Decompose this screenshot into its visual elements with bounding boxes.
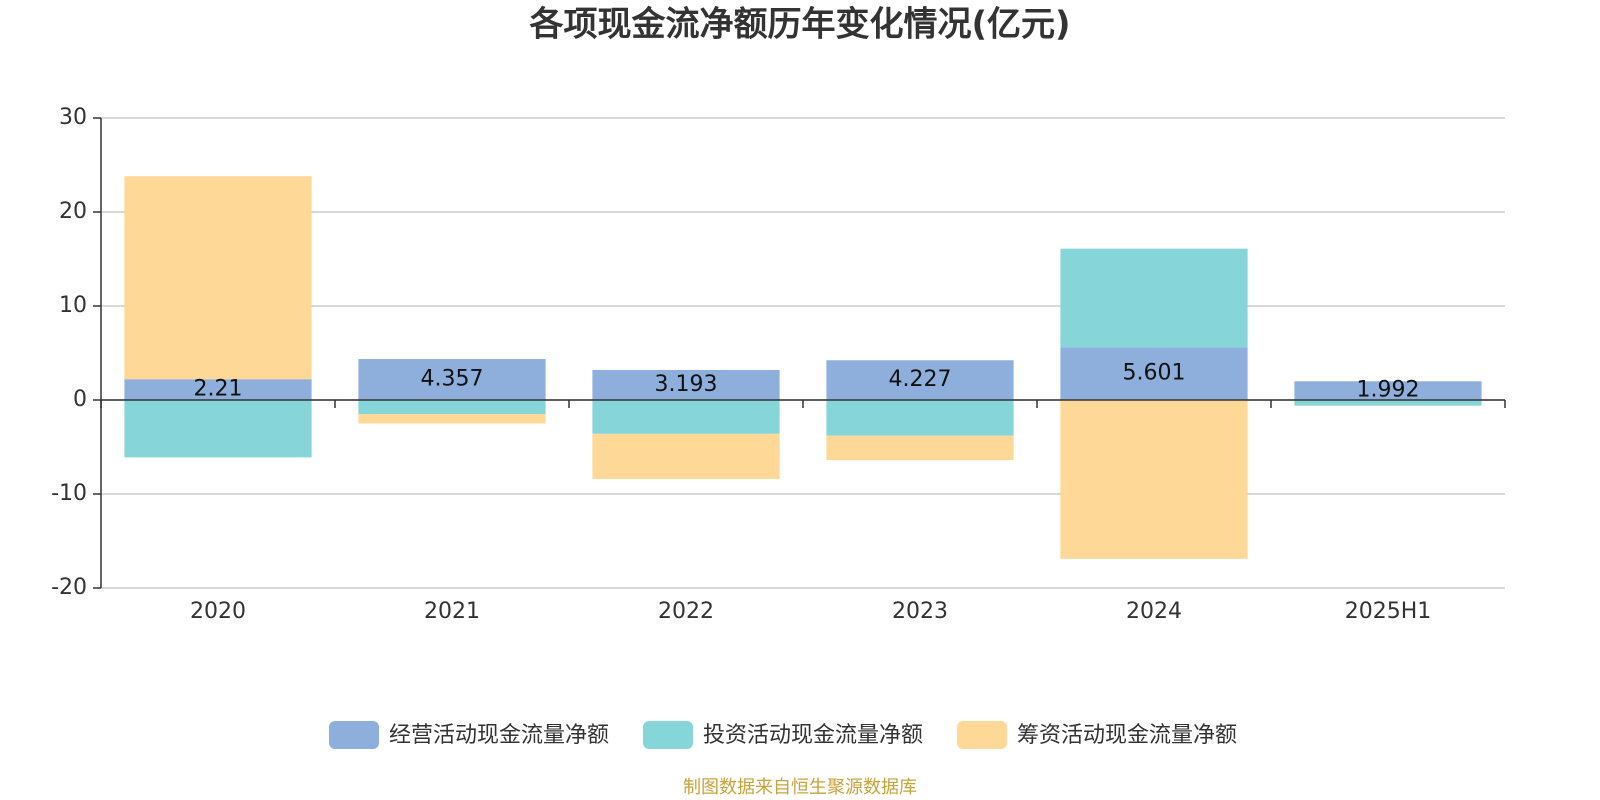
data-label: 1.992 (1357, 378, 1420, 403)
y-tick-label: 10 (59, 293, 87, 318)
bar (826, 400, 1014, 436)
data-label: 5.601 (1123, 361, 1186, 386)
data-label: 2.21 (194, 377, 243, 402)
source-note: 制图数据来自恒生聚源数据库 (683, 777, 917, 798)
bar (826, 360, 1014, 400)
bar (124, 379, 312, 400)
bar (358, 414, 546, 424)
x-tick-label: 2024 (1126, 599, 1182, 624)
bar (1294, 400, 1482, 406)
x-tick-label: 2025H1 (1345, 599, 1432, 624)
bar (124, 176, 312, 380)
bar (124, 400, 312, 458)
legend-swatch (643, 721, 693, 749)
bar (592, 433, 780, 479)
y-tick-label: 0 (73, 387, 87, 412)
bar (1060, 248, 1248, 348)
bar (592, 400, 780, 434)
x-tick-label: 2023 (892, 599, 948, 624)
bar (358, 359, 546, 400)
legend-label: 投资活动现金流量净额 (703, 723, 923, 748)
bar (1294, 381, 1482, 400)
x-tick-label: 2021 (424, 599, 480, 624)
x-tick-label: 2020 (190, 599, 246, 624)
legend-label: 筹资活动现金流量净额 (1017, 723, 1237, 748)
bar (592, 369, 780, 400)
chart-title: 各项现金流净额历年变化情况(亿元) (529, 5, 1070, 45)
bar (358, 400, 546, 415)
legend-swatch (957, 721, 1007, 749)
legend-label: 经营活动现金流量净额 (389, 723, 609, 748)
legend-swatch (329, 721, 379, 749)
bar (1060, 400, 1248, 559)
y-tick-label: -10 (51, 481, 87, 506)
bar (1060, 347, 1248, 400)
data-label: 4.357 (421, 367, 484, 392)
bar (826, 435, 1014, 461)
y-tick-label: 30 (59, 105, 87, 130)
x-tick-label: 2022 (658, 599, 714, 624)
y-tick-label: -20 (51, 575, 87, 600)
data-label: 3.193 (655, 372, 718, 397)
data-label: 4.227 (889, 367, 952, 392)
y-tick-label: 20 (59, 199, 87, 224)
